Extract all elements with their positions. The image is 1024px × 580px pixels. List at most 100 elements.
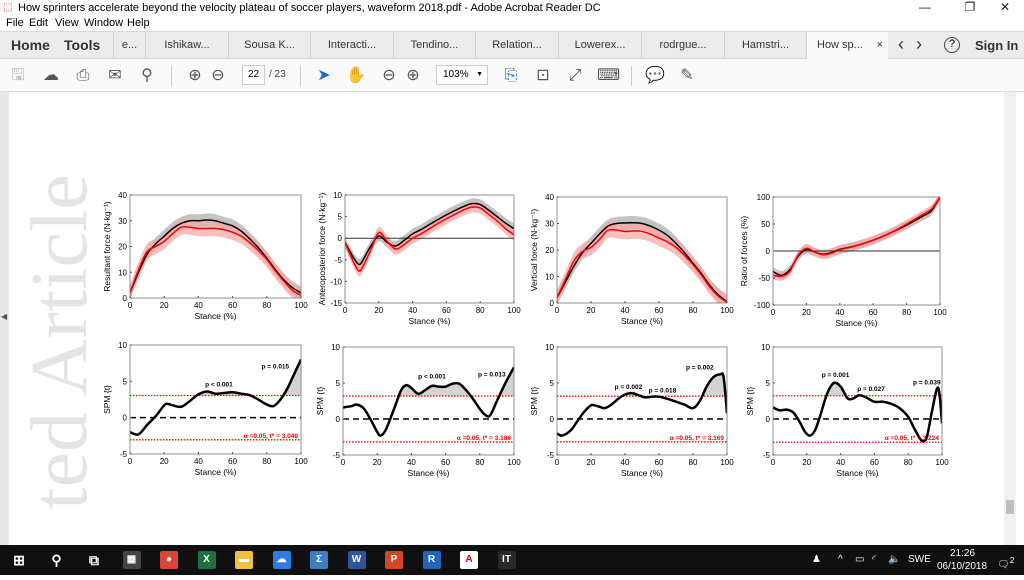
powerpoint-icon[interactable]: P — [385, 551, 403, 569]
language-indicator[interactable]: SWE — [908, 554, 931, 565]
sign-in-link[interactable]: Sign In — [975, 38, 1019, 53]
menu-window[interactable]: Window — [84, 17, 124, 29]
app-it-icon[interactable]: IT — [497, 551, 516, 569]
menu-view[interactable]: View — [55, 17, 79, 29]
doc-tab[interactable]: Tendino... — [393, 32, 475, 59]
maximize-button[interactable]: ❐ — [964, 0, 976, 14]
select-cursor-icon[interactable]: ➤ — [317, 67, 331, 84]
x-axis-label: Stance (%) — [194, 467, 236, 477]
scroll-mode-icon[interactable]: ⌨ — [597, 67, 621, 84]
chevron-up-icon[interactable]: ^ — [838, 554, 843, 565]
chart-panel-4: 0 20 40 60 80 100 -100 -50 0 50 100 Stance (%) Ratio… — [739, 193, 947, 328]
scrollbar-thumb[interactable] — [1006, 500, 1014, 514]
menu-file[interactable]: File — [6, 17, 24, 29]
acrobat-icon[interactable]: A — [460, 551, 478, 569]
toolbar: 🖫 ☁ ⎙ ✉ ⚲ ⊕ ⊖ 22 / 23 ➤ ✋ ⊖ ⊕ 103% ▼ ⎘ ⊡ … — [0, 59, 1024, 92]
r-icon[interactable]: R — [422, 551, 441, 569]
volume-icon[interactable]: 🔈 — [888, 554, 901, 565]
menu-help[interactable]: Help — [127, 17, 150, 29]
band-red — [773, 197, 940, 281]
doc-tab-active[interactable]: How sp... × — [806, 32, 888, 60]
minimize-button[interactable]: — — [919, 0, 931, 14]
y-tick-label: 0 — [336, 415, 341, 424]
highlight-pen-icon[interactable]: ✎ — [680, 67, 694, 84]
doc-tab[interactable]: rodrgue... — [641, 32, 724, 59]
y-tick-label: 0 — [550, 415, 555, 424]
task-view-icon[interactable]: ⧉ — [85, 551, 103, 569]
zoom-in-icon[interactable]: ⊕ — [406, 67, 420, 84]
help-icon[interactable]: ? — [944, 37, 960, 53]
y-tick-label: 10 — [545, 343, 554, 352]
page-up-icon[interactable]: ⊕ — [188, 67, 202, 84]
search-icon[interactable]: ⚲ — [47, 551, 66, 569]
chevron-down-icon: ▼ — [476, 71, 483, 78]
clock-date[interactable]: 06/10/2018 — [937, 561, 988, 572]
print-icon[interactable]: ⎙ — [76, 67, 90, 84]
tabs-prev-icon[interactable]: ‹ — [898, 34, 904, 54]
rotate-page-icon[interactable]: ⊡ — [536, 67, 550, 84]
start-icon[interactable]: ⊞ — [10, 551, 28, 569]
doc-tab[interactable]: Lowerex... — [558, 32, 641, 59]
hand-icon[interactable]: ✋ — [346, 67, 366, 84]
x-tick-label: 100 — [294, 457, 308, 466]
doc-tab[interactable]: Relation... — [475, 32, 558, 59]
doc-tab[interactable]: Hamstri... — [724, 32, 806, 59]
notifications-icon[interactable]: 🗨2 — [997, 555, 1015, 571]
calculator-icon[interactable]: ▦ — [122, 551, 141, 569]
menu-bar: File Edit View Window Help — [0, 16, 1024, 31]
wifi-icon[interactable]: ◜ — [872, 554, 876, 565]
battery-icon[interactable]: ▭ — [855, 554, 865, 565]
menu-edit[interactable]: Edit — [29, 17, 48, 29]
y-axis-label: SPM {t} — [315, 386, 325, 415]
close-tab-icon[interactable]: × — [876, 39, 883, 51]
x-tick-label: 60 — [655, 306, 664, 315]
document-view[interactable]: ted Article ◀ 0 20 40 60 80 100 0 10 20 30 40 Stanc… — [0, 92, 1024, 545]
doc-tab[interactable]: e... — [113, 32, 145, 59]
taskbar: ⊞ ⚲ ⧉ ▦ ● X ▬ ☁ Σ W P R A IT ♟ ^ ▭ ◜ 🔈 SWE 21:26 06/1… — [0, 545, 1024, 575]
axes-box — [344, 194, 515, 304]
expand-left-icon[interactable]: ◀ — [1, 312, 8, 321]
clock-time[interactable]: 21:26 — [950, 548, 976, 559]
comment-icon[interactable]: 💬 — [645, 67, 665, 84]
y-tick-label: -5 — [547, 451, 555, 460]
x-tick-label: 80 — [262, 301, 271, 310]
x-axis-label: Stance (%) — [194, 311, 236, 321]
vertical-scrollbar[interactable] — [1004, 92, 1016, 545]
tools-link[interactable]: Tools — [64, 37, 101, 53]
left-panel-toggle[interactable]: ◀ — [0, 92, 9, 545]
cloud-upload-icon[interactable]: ☁ — [43, 67, 59, 84]
plot-area — [557, 216, 727, 303]
home-link[interactable]: Home — [11, 37, 50, 53]
y-tick-label: 5 — [123, 377, 128, 386]
p-value-label: p = 0.027 — [857, 386, 885, 393]
x-tick-label: 80 — [262, 457, 271, 466]
full-screen-icon[interactable]: ⤢ — [568, 67, 582, 84]
close-window-button[interactable]: ✕ — [999, 0, 1011, 14]
zoom-select[interactable]: 103% ▼ — [436, 65, 488, 85]
excel-icon[interactable]: X — [197, 551, 216, 569]
file-explorer-icon[interactable]: ▬ — [235, 551, 253, 569]
doc-tab[interactable]: Interacti... — [310, 32, 393, 59]
page-down-icon[interactable]: ⊖ — [211, 67, 225, 84]
chrome-icon[interactable]: ● — [160, 551, 178, 569]
word-icon[interactable]: W — [347, 551, 366, 569]
fit-page-icon[interactable]: ⎘ — [504, 67, 518, 84]
tabs-next-icon[interactable]: › — [916, 34, 922, 54]
people-icon[interactable]: ♟ — [812, 554, 821, 565]
page-number-input[interactable]: 22 — [242, 65, 265, 85]
axes-box — [556, 346, 728, 456]
email-icon[interactable]: ✉ — [108, 67, 122, 84]
save-icon[interactable]: 🖫 — [11, 67, 25, 84]
cloud-icon[interactable]: ☁ — [272, 551, 291, 569]
zoom-out-icon[interactable]: ⊖ — [382, 67, 396, 84]
plot-area — [345, 198, 514, 277]
x-tick-label: 0 — [771, 308, 776, 317]
doc-tab[interactable]: Sousa K... — [228, 32, 310, 59]
sigma-icon[interactable]: Σ — [310, 551, 328, 569]
doc-tab[interactable]: Ishikaw... — [145, 32, 228, 59]
search-icon[interactable]: ⚲ — [141, 67, 153, 84]
x-tick-label: 60 — [870, 458, 879, 467]
series-line-red — [557, 228, 727, 303]
y-tick-label: 5 — [338, 213, 343, 222]
threshold-label: α =0.05, t* = 3.224 — [885, 435, 940, 442]
